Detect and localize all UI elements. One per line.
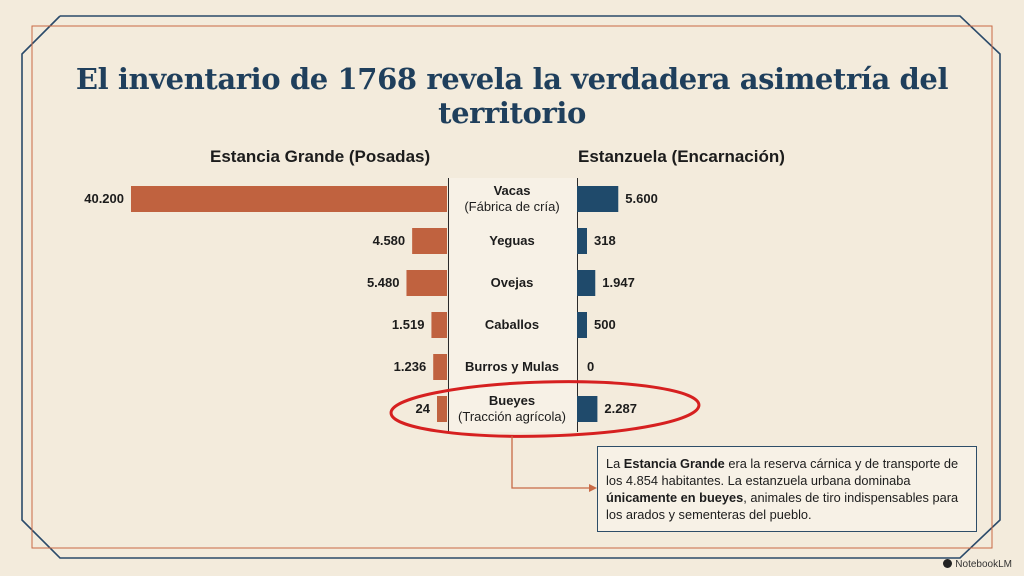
bar-right-2 [577, 270, 596, 296]
value-right-1: 318 [594, 233, 616, 248]
category-label-2: Ovejas [448, 275, 576, 291]
category-column [448, 178, 578, 432]
category-name: Vacas [493, 183, 531, 198]
note-text-1: La [606, 456, 624, 471]
left-panel-heading: Estancia Grande (Posadas) [210, 147, 431, 166]
value-left-5: 24 [415, 401, 430, 416]
note-bold-1: Estancia Grande [623, 456, 725, 471]
bar-right-1 [577, 228, 587, 254]
category-label-4: Burros y Mulas [448, 359, 576, 375]
category-label-5: Bueyes (Tracción agrícola) [448, 393, 576, 425]
category-name: Ovejas [490, 275, 534, 290]
bar-left-5 [437, 396, 447, 422]
page-title: El inventario de 1768 revela la verdader… [75, 62, 949, 130]
note-text-3: , animales de tiro indispensables para l… [606, 490, 959, 522]
bar-left-1 [412, 228, 447, 254]
category-sublabel: (Tracción agrícola) [458, 409, 566, 424]
value-right-2: 1.947 [602, 275, 635, 290]
value-right-3: 500 [594, 317, 616, 332]
connector-arrow-icon [589, 484, 597, 492]
bar-right-0 [577, 186, 619, 212]
value-left-1: 4.580 [372, 233, 406, 248]
bar-right-3 [577, 312, 587, 338]
bar-left-0 [131, 186, 447, 212]
value-left-4: 1.236 [393, 359, 427, 374]
category-label-1: Yeguas [448, 233, 576, 249]
note-bold-2: únicamente en bueyes [606, 490, 744, 505]
value-right-0: 5.600 [625, 191, 658, 206]
value-right-5: 2.287 [604, 401, 637, 416]
bar-right-5 [577, 396, 598, 422]
category-sublabel: (Fábrica de cría) [464, 199, 560, 214]
value-left-2: 5.480 [366, 275, 400, 290]
bar-left-3 [431, 312, 447, 338]
brand-watermark: NotebookLM [943, 559, 1012, 570]
category-label-3: Caballos [448, 317, 576, 333]
bar-left-4 [433, 354, 447, 380]
category-label-0: Vacas (Fábrica de cría) [448, 183, 576, 215]
category-name: Burros y Mulas [465, 359, 559, 374]
annotation-note: La Estancia Grande era la reserva cárnic… [597, 446, 977, 532]
note-text-2: era la reserva cárnica y de transporte d… [606, 456, 959, 488]
brand-name: NotebookLM [955, 559, 1012, 570]
bar-left-2 [406, 270, 447, 296]
category-name: Caballos [484, 317, 540, 332]
value-left-0: 40.200 [84, 191, 124, 206]
connector-line [511, 436, 592, 489]
category-name: Bueyes [488, 393, 536, 408]
category-name: Yeguas [489, 233, 535, 248]
right-panel-heading: Estanzuela (Encarnación) [578, 147, 785, 166]
value-left-3: 1.519 [391, 317, 425, 332]
brand-logo-icon [943, 559, 953, 568]
decorative-frame [21, 15, 1001, 559]
value-right-4: 0 [587, 359, 595, 374]
highlight-ellipse [389, 380, 701, 438]
